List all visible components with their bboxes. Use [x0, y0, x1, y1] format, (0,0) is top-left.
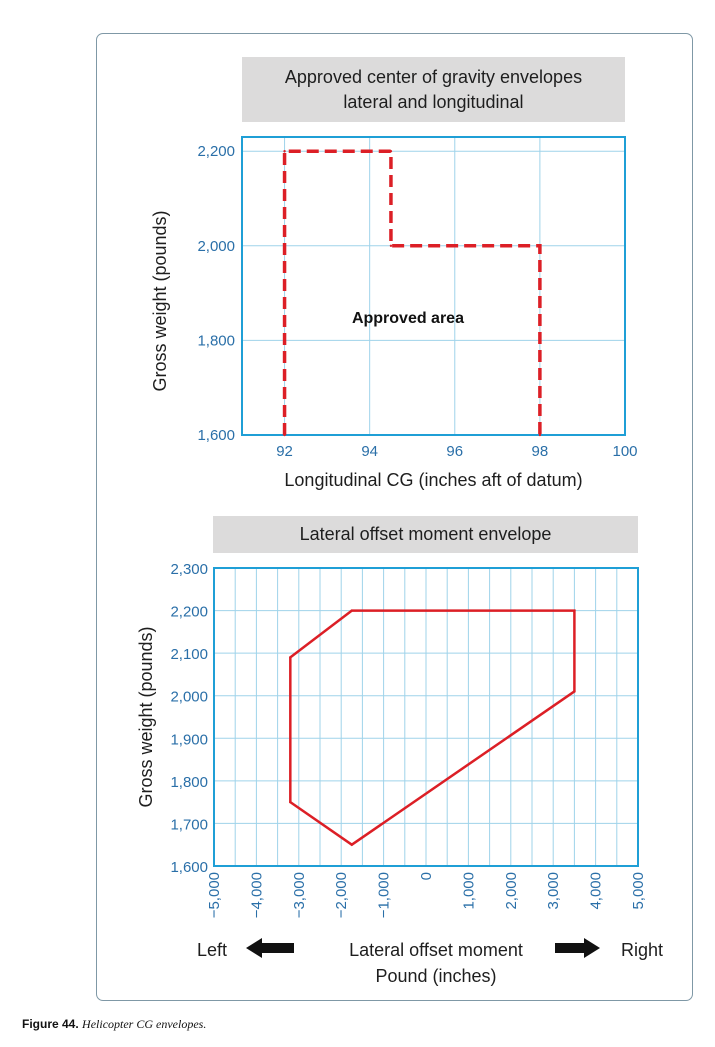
chart1-envelope-vertex — [389, 244, 393, 247]
chart2-envelope-vertex — [573, 609, 576, 612]
chart2-y-axis-label: Gross weight (pounds) — [136, 626, 156, 807]
direction-left-label: Left — [197, 940, 227, 960]
chart1-envelope-vertex — [538, 244, 542, 247]
chart1-envelope-line — [282, 149, 542, 435]
chart1-annotation-approved-area: Approved area — [352, 310, 464, 327]
chart2-envelope-vertex — [573, 690, 576, 693]
chart2-x-tick-label: 5,000 — [630, 872, 647, 910]
chart1-y-tick-label: 1,800 — [197, 332, 235, 349]
chart2-y-tick-label: 1,900 — [170, 731, 208, 748]
chart2-x-axis-label-line-1: Lateral offset moment — [349, 940, 523, 960]
chart1-envelope-vertex — [283, 149, 286, 153]
chart2-y-tick-label: 2,300 — [170, 561, 208, 578]
chart2-x-tick-label: −1,000 — [376, 872, 393, 918]
chart2-y-tick-label: 2,200 — [170, 604, 208, 621]
figure-label: Figure 44. — [22, 1017, 79, 1031]
figure-caption-text: Helicopter CG envelopes. — [82, 1017, 207, 1031]
chart2-plot-border — [213, 567, 639, 867]
chart2-x-tick-label: −3,000 — [291, 872, 308, 918]
chart2-x-axis-label-line-2: Pound (inches) — [375, 966, 496, 986]
chart1-title: Approved center of gravity envelopes lat… — [242, 57, 625, 122]
chart2-x-tick-label: 3,000 — [545, 872, 562, 910]
chart1-x-axis-label: Longitudinal CG (inches aft of datum) — [284, 470, 582, 490]
arrow-left-icon — [246, 938, 294, 958]
chart1-x-tick-label: 94 — [361, 443, 378, 460]
figure-frame — [96, 33, 693, 1001]
direction-right-label: Right — [621, 940, 663, 960]
chart2-x-tick-label: 2,000 — [503, 872, 520, 910]
chart2-y-tick-label: 1,600 — [170, 859, 208, 876]
chart2-y-tick-label: 2,100 — [170, 646, 208, 663]
chart2-envelope-vertex — [289, 656, 292, 659]
chart2-envelope-vertex — [350, 609, 353, 612]
chart1-plot-border — [241, 136, 626, 436]
chart1-envelope-vertex — [389, 149, 393, 153]
chart2-envelope-vertex — [289, 800, 292, 804]
chart1-y-tick-label: 2,200 — [197, 143, 235, 160]
chart1-y-tick-label: 1,600 — [197, 427, 235, 444]
chart1-envelope-vertex — [283, 433, 286, 437]
chart2-y-tick-label: 1,700 — [170, 816, 208, 833]
figure-caption: Figure 44. Helicopter CG envelopes. — [22, 1017, 206, 1032]
chart2-x-tick-label: −2,000 — [333, 872, 350, 918]
chart2-title: Lateral offset moment envelope — [213, 516, 638, 553]
chart2-x-tick-label: 1,000 — [460, 872, 477, 910]
chart1-envelope-vertex — [538, 433, 542, 437]
chart2-x-tick-label: 0 — [418, 872, 435, 880]
chart1-y-axis-label: Gross weight (pounds) — [150, 210, 170, 391]
chart1-x-tick-label: 92 — [276, 443, 293, 460]
chart2-x-tick-label: −4,000 — [248, 872, 265, 918]
chart1-title-line-1: Approved center of gravity envelopes — [284, 67, 583, 87]
chart2-envelope-vertex — [350, 843, 353, 846]
chart1-x-tick-label: 98 — [532, 443, 549, 460]
chart1-x-tick-label: 100 — [612, 443, 637, 460]
chart2-y-tick-label: 2,000 — [170, 689, 208, 706]
chart1-x-tick-label: 96 — [446, 443, 463, 460]
chart2-y-tick-label: 1,800 — [170, 774, 208, 791]
chart2-x-tick-label: 4,000 — [588, 872, 605, 910]
chart1-title-line-2: lateral and longitudinal — [343, 92, 524, 112]
chart1-y-tick-label: 2,000 — [197, 238, 235, 255]
arrow-right-icon — [555, 938, 600, 958]
chart2-x-tick-label: −5,000 — [206, 872, 223, 918]
